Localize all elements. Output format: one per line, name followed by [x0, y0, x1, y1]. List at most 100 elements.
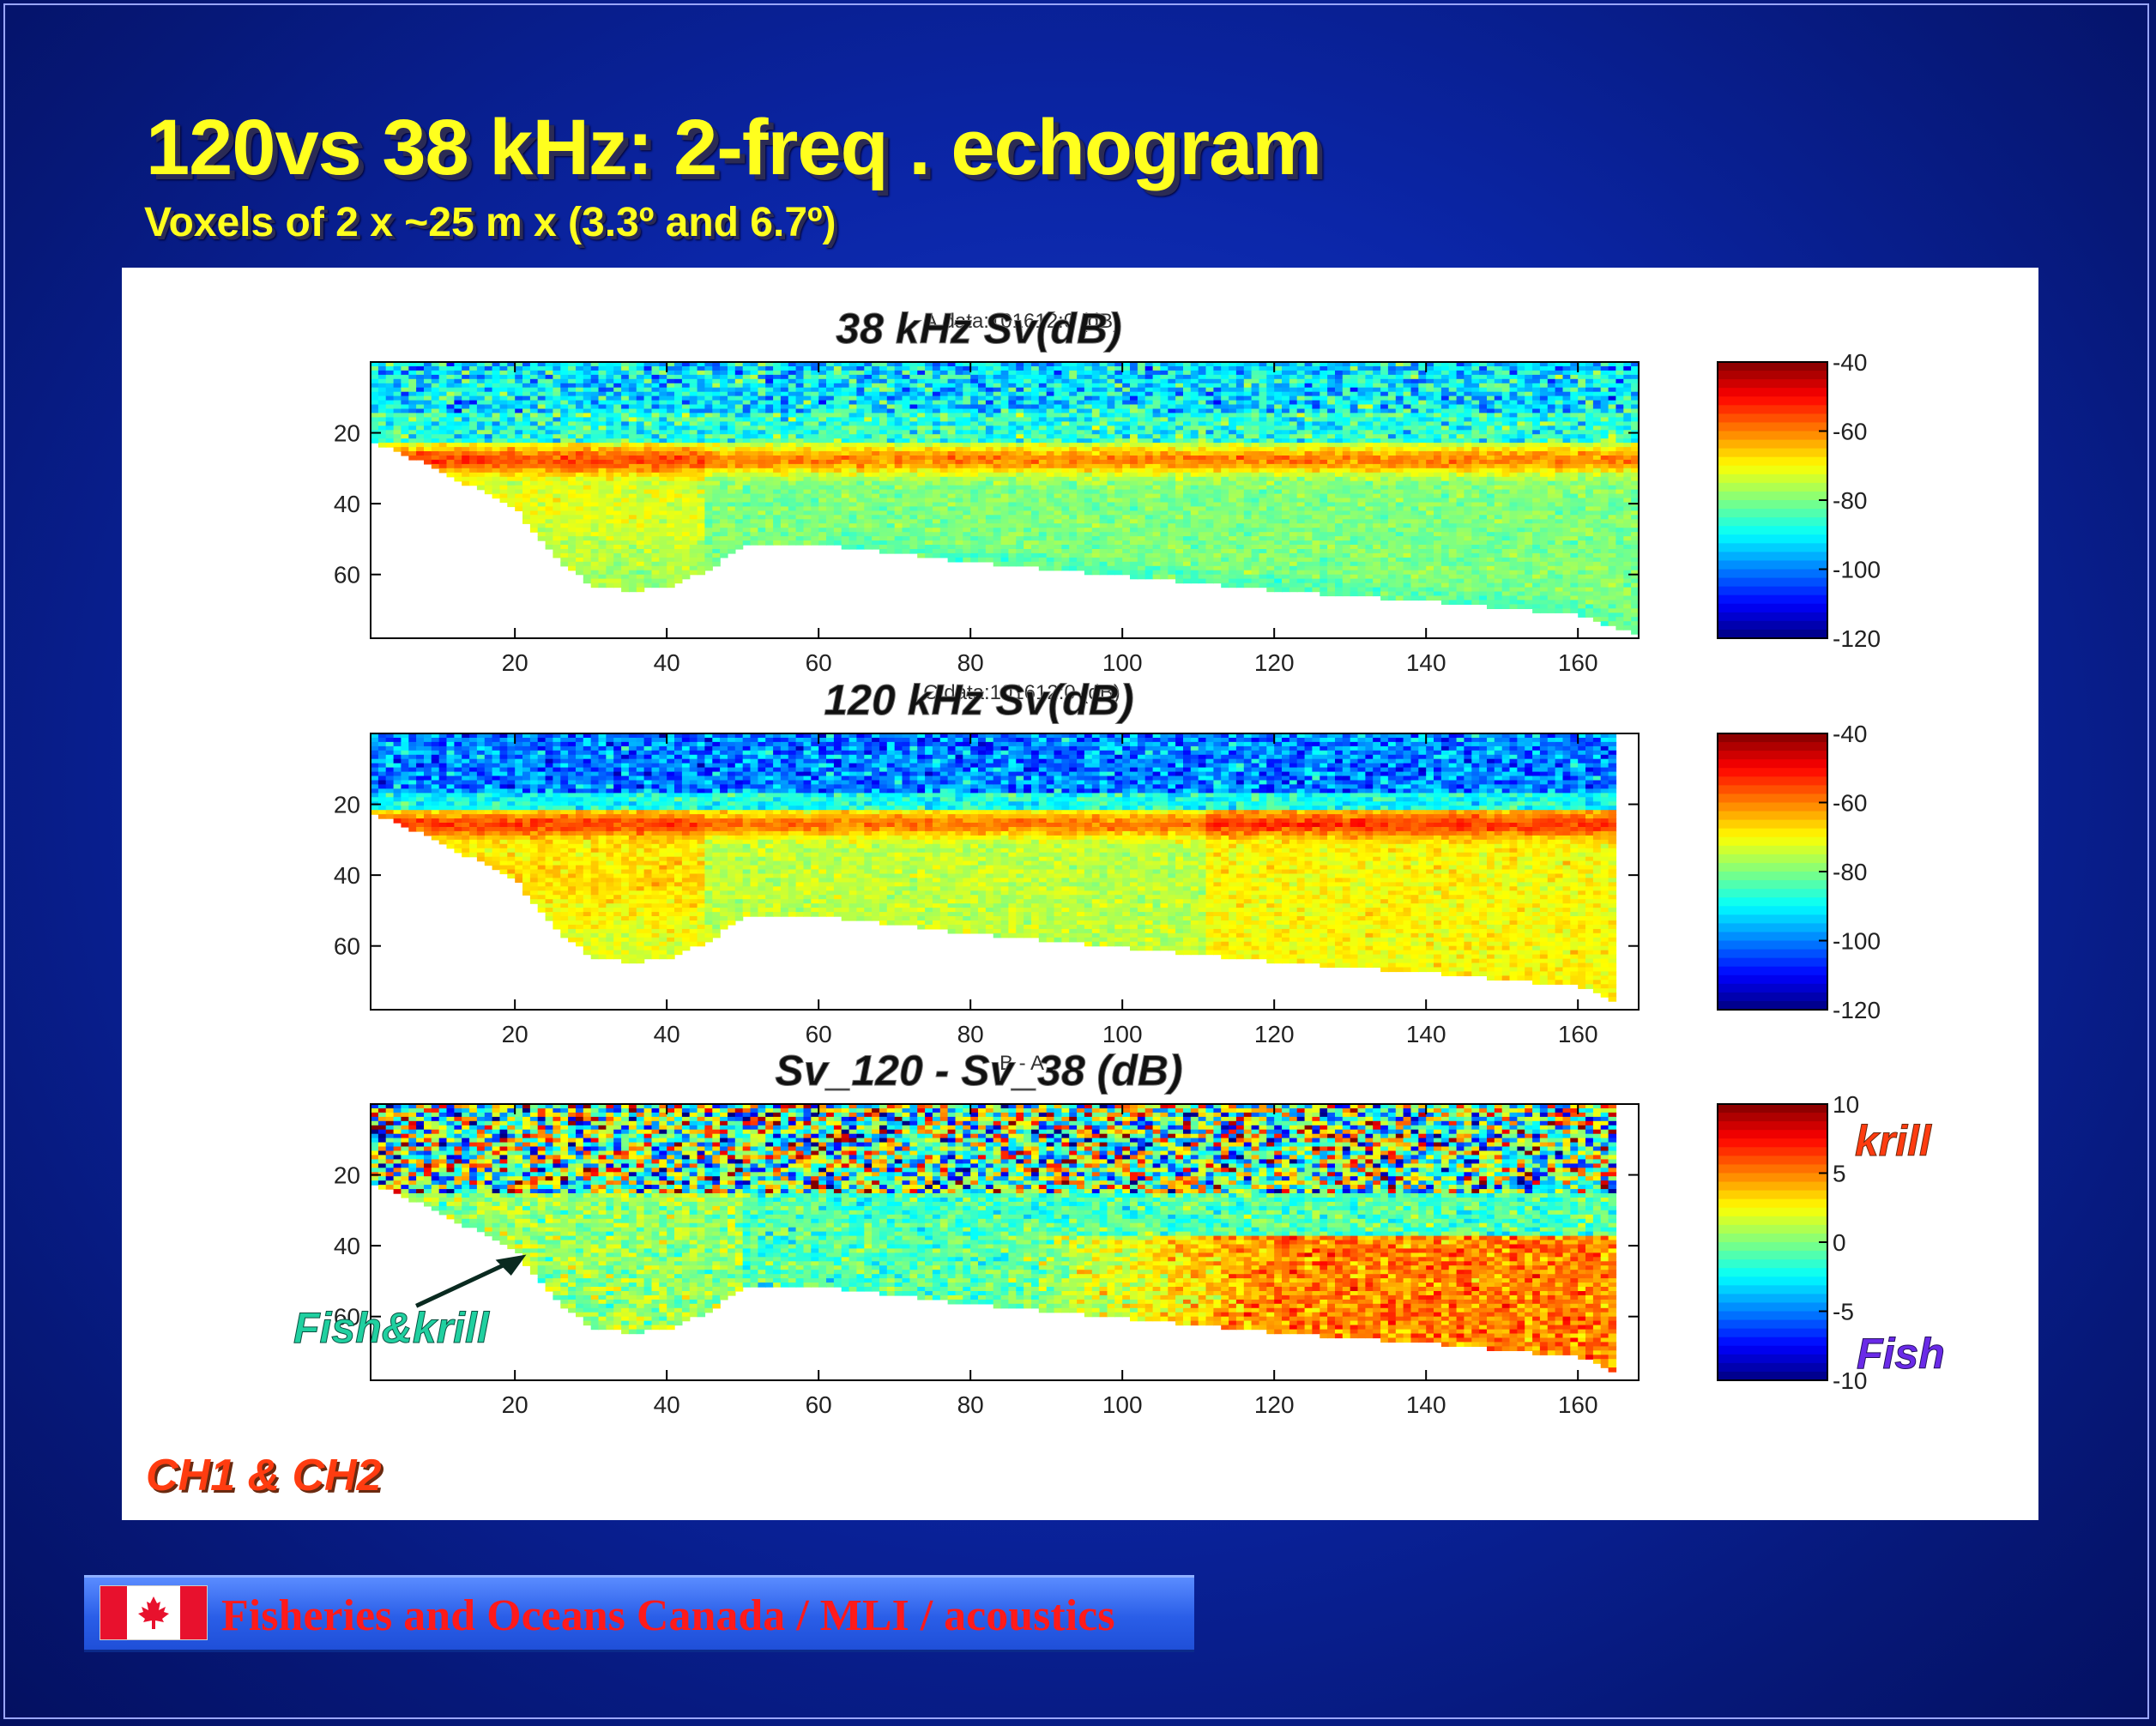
- heatmap-cell: [697, 468, 706, 474]
- heatmap-cell: [1221, 515, 1229, 520]
- heatmap-cell: [529, 528, 539, 533]
- heatmap-cell: [606, 498, 614, 504]
- heatmap-cell: [697, 489, 706, 495]
- heatmap-cell: [963, 370, 971, 376]
- heatmap-cell: [560, 489, 569, 495]
- heatmap-cell: [651, 476, 660, 482]
- heatmap-cell: [681, 391, 691, 397]
- heatmap-cell: [1122, 421, 1131, 426]
- heatmap-cell: [689, 378, 698, 384]
- heatmap-cell: [1144, 395, 1154, 401]
- heatmap-cell: [537, 506, 547, 511]
- heatmap-cell: [712, 468, 721, 474]
- heatmap-cell: [1077, 557, 1085, 563]
- heatmap-cell: [712, 387, 721, 393]
- heatmap-cell: [780, 391, 789, 397]
- heatmap-cell: [385, 421, 395, 426]
- heatmap-cell: [667, 400, 675, 406]
- heatmap-cell: [659, 425, 667, 431]
- heatmap-cell: [1221, 574, 1229, 580]
- heatmap-cell: [788, 463, 797, 469]
- heatmap-cell: [728, 400, 736, 406]
- heatmap-cell: [598, 565, 607, 571]
- heatmap-cell: [704, 447, 713, 452]
- heatmap-cell: [515, 485, 523, 491]
- heatmap-cell: [393, 395, 402, 401]
- heatmap-cell: [750, 456, 758, 461]
- heatmap-cell: [576, 545, 584, 550]
- heatmap-cell: [803, 391, 812, 397]
- heatmap-cell: [932, 532, 941, 537]
- heatmap-cell: [1024, 480, 1032, 486]
- heatmap-cell: [1152, 391, 1162, 397]
- heatmap-cell: [970, 430, 979, 435]
- heatmap-cell: [993, 515, 1002, 520]
- heatmap-cell: [1130, 519, 1138, 524]
- heatmap-cell: [1144, 463, 1154, 469]
- heatmap-cell: [773, 391, 782, 397]
- heatmap-cell: [856, 502, 865, 508]
- heatmap-cell: [393, 391, 402, 397]
- heatmap-cell: [1054, 395, 1062, 401]
- heatmap-cell: [492, 378, 501, 384]
- heatmap-cell: [643, 549, 653, 554]
- heatmap-cell: [780, 408, 789, 414]
- heatmap-cell: [651, 421, 660, 426]
- heatmap-cell: [939, 404, 949, 410]
- heatmap-cell: [1046, 408, 1055, 414]
- heatmap-cell: [1213, 362, 1222, 367]
- heatmap-cell: [902, 387, 910, 393]
- heatmap-cell: [576, 378, 584, 384]
- heatmap-cell: [795, 493, 805, 499]
- heatmap-cell: [1099, 528, 1108, 533]
- heatmap-cell: [704, 400, 713, 406]
- heatmap-cell: [522, 451, 531, 456]
- heatmap-cell: [1183, 387, 1192, 393]
- heatmap-cell: [659, 510, 667, 516]
- heatmap-cell: [628, 574, 637, 580]
- heatmap-cell: [667, 463, 675, 469]
- heatmap-cell: [712, 463, 721, 469]
- heatmap-cell: [545, 395, 554, 401]
- heatmap-cell: [583, 493, 592, 499]
- heatmap-cell: [1160, 565, 1169, 571]
- heatmap-cell: [1205, 408, 1214, 414]
- heatmap-cell: [894, 395, 903, 401]
- heatmap-cell: [932, 443, 941, 448]
- heatmap-cell: [537, 528, 547, 533]
- heatmap-cell: [590, 443, 600, 448]
- heatmap-cell: [780, 413, 789, 418]
- heatmap-cell: [886, 489, 896, 495]
- heatmap-cell: [1122, 515, 1131, 520]
- heatmap-cell: [993, 545, 1002, 550]
- heatmap-cell: [424, 387, 432, 393]
- heatmap-cell: [894, 485, 903, 491]
- heatmap-cell: [985, 540, 994, 546]
- heatmap-cell: [849, 468, 858, 474]
- heatmap-cell: [469, 434, 478, 439]
- heatmap-cell: [598, 366, 607, 371]
- heatmap-cell: [1152, 549, 1162, 554]
- heatmap-cell: [484, 472, 493, 478]
- heatmap-cell: [438, 421, 448, 426]
- heatmap-cell: [932, 489, 941, 495]
- heatmap-cell: [385, 383, 395, 389]
- heatmap-cell: [1122, 400, 1131, 406]
- heatmap-cell: [522, 417, 531, 422]
- heatmap-cell: [1198, 549, 1207, 554]
- heatmap-cell: [1099, 374, 1108, 380]
- heatmap-cell: [993, 549, 1002, 554]
- heatmap-cell: [993, 383, 1002, 389]
- heatmap-cell: [886, 456, 896, 461]
- heatmap-cell: [909, 523, 918, 528]
- heatmap-cell: [583, 549, 592, 554]
- heatmap-cell: [628, 395, 637, 401]
- heatmap-cell: [1061, 552, 1070, 558]
- heatmap-cell: [431, 463, 440, 469]
- heatmap-cell: [1190, 366, 1199, 371]
- heatmap-cell: [1205, 561, 1214, 567]
- heatmap-cell: [697, 540, 706, 546]
- heatmap-cell: [1205, 413, 1214, 418]
- heatmap-cell: [811, 528, 819, 533]
- heatmap-cell: [613, 417, 622, 422]
